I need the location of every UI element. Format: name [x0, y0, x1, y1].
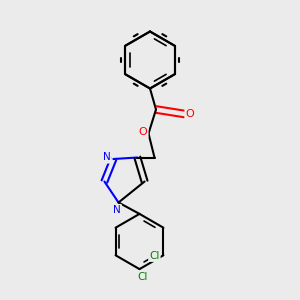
Text: N: N — [103, 152, 111, 163]
Text: Cl: Cl — [137, 272, 148, 282]
Text: O: O — [139, 127, 148, 137]
Text: N: N — [113, 205, 121, 215]
Text: O: O — [185, 109, 194, 119]
Text: Cl: Cl — [149, 251, 160, 261]
